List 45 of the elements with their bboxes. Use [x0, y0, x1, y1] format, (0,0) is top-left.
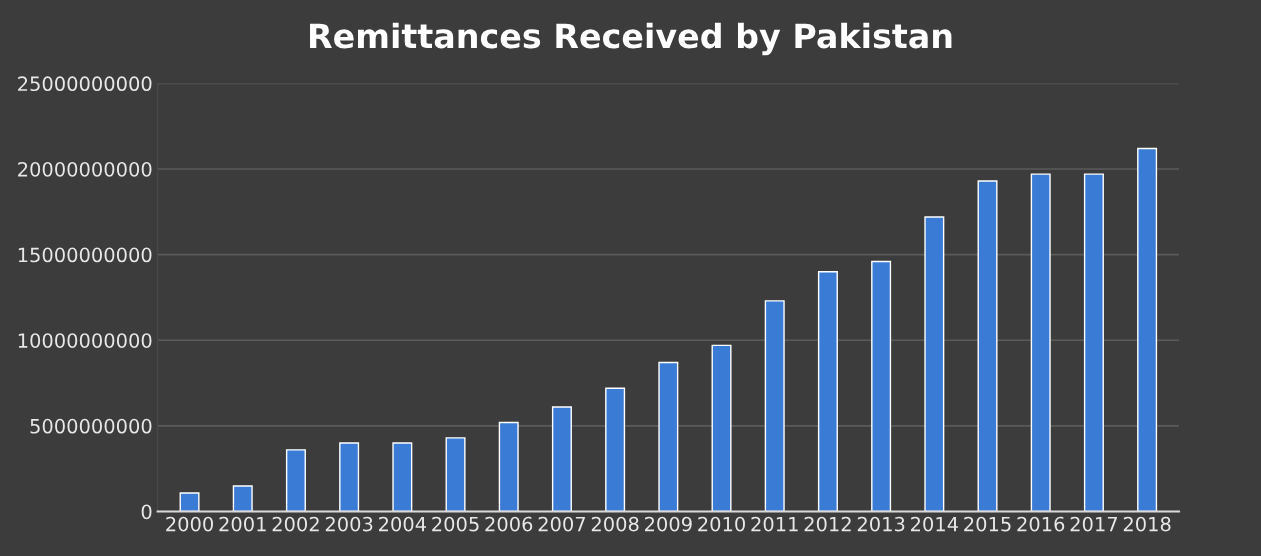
- bar: [285, 449, 306, 512]
- y-tick-label: 15000000000: [18, 247, 152, 263]
- x-tick-label: 2002: [272, 516, 319, 532]
- bar: [1083, 173, 1104, 512]
- bar: [711, 344, 732, 512]
- bar: [605, 387, 626, 512]
- bar: [817, 271, 838, 512]
- x-tick-label: 2009: [645, 516, 692, 532]
- bar: [339, 442, 360, 512]
- bar: [924, 216, 945, 512]
- x-tick-label: 2012: [804, 516, 851, 532]
- x-tick-label: 2018: [1123, 516, 1171, 532]
- x-tick-label: 2013: [857, 516, 905, 532]
- y-tick-label: 20000000000: [18, 161, 152, 177]
- bar: [1030, 173, 1051, 512]
- x-tick-label: 2004: [379, 516, 426, 532]
- y-tick-label: 0: [141, 504, 152, 520]
- x-tick-label: 2005: [432, 516, 479, 532]
- bar: [977, 180, 998, 512]
- bar: [232, 485, 253, 512]
- x-tick-label: 2017: [1070, 516, 1117, 532]
- bar: [658, 361, 679, 512]
- x-tick-label: 2011: [751, 516, 798, 532]
- bar: [179, 492, 200, 512]
- y-tick-label: 25000000000: [18, 76, 152, 92]
- y-tick-label: 5000000000: [30, 418, 152, 434]
- bar: [392, 442, 413, 512]
- bar: [764, 300, 785, 512]
- x-tick-label: 2007: [538, 516, 586, 532]
- x-tick-label: 2014: [911, 516, 958, 532]
- x-tick-label: 2008: [591, 516, 639, 532]
- x-tick-label: 2015: [964, 516, 1011, 532]
- bar: [1137, 147, 1158, 512]
- x-tick-label: 2003: [325, 516, 373, 532]
- bar: [498, 421, 519, 512]
- bar: [551, 406, 572, 512]
- x-tick-label: 2006: [485, 516, 533, 532]
- chart-title: Remittances Received by Pakistan: [310, 22, 952, 56]
- x-tick-label: 2016: [1017, 516, 1065, 532]
- bar: [871, 260, 892, 512]
- x-tick-label: 2000: [166, 516, 213, 532]
- y-tick-label: 10000000000: [18, 333, 152, 348]
- x-tick-label: 2001: [219, 516, 266, 532]
- x-tick-label: 2010: [698, 516, 745, 532]
- bar: [445, 437, 466, 512]
